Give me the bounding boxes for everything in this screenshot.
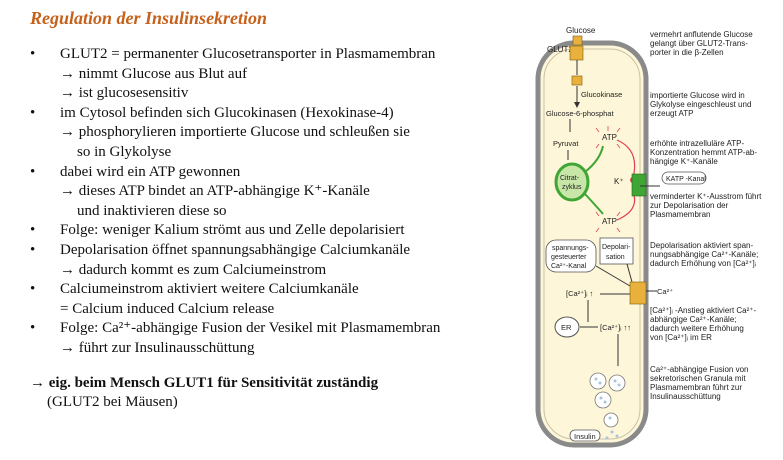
katp-channel [631,173,647,197]
bullet-dot: • [30,241,36,258]
bullet-line: → führt zur Insulinausschüttung [60,339,255,356]
conclusion: → eig. beim Mensch GLUT1 für Sensitivitä… [30,374,505,413]
pyruvat-label: Pyruvat [553,139,579,148]
bullet-dot: • [30,281,36,298]
note-line: gelangt über GLUT2-Trans- [650,39,748,48]
note-line: hängige K⁺-Kanäle [650,157,718,166]
note-line: vermehrt anflutende Glucose [650,30,753,39]
glucose-molecule [572,35,583,46]
bullet-dot: • [30,46,36,62]
ca-channel [629,281,647,305]
note-line: sekretorischen Granula mit [650,374,746,383]
atp-label-2: ATP [602,217,617,226]
page-title: Regulation der Insulinsekretion [30,8,268,28]
bullet-dot: • [30,222,36,239]
ca-inside-label-2: [Ca²⁺]ᵢ ↑↑ [600,323,631,332]
note-line: porter in die β-Zellen [650,48,724,57]
g6p-label: Glucose-6-phosphat [546,109,614,118]
ca-outside-label: Ca²⁺ [657,287,673,296]
note-line: von [Ca²⁺]ᵢ im ER [650,333,712,342]
bullet-line: → nimmt Glucose aus Blut auf [60,65,248,82]
note-line: erhöhte intrazelluläre ATP- [650,139,744,148]
spann-label-2: gesteuerter [551,254,587,261]
er-organelle [554,316,580,338]
bullet-item: • im Cytosol befinden sich Glucokinasen (… [30,104,505,163]
depolarisation-box [599,237,634,265]
depol-label-2: sation [606,254,625,261]
atp-label-1: ATP [602,133,617,142]
vesicle [608,374,626,392]
bullet-line: so in Glykolyse [77,143,172,160]
ca-channel-label-box [545,239,597,273]
note-line: [Ca²⁺]ᵢ -Anstieg aktiviert Ca²⁺- [650,306,757,315]
note-line: Konzentration hemmt ATP-ab- [650,148,757,157]
spann-label-1: spannungs- [552,245,589,252]
citrat-label-2: zyklus [562,184,582,191]
spann-label-3: Ca²⁺-Kanal [551,263,587,270]
bullet-item: • Depolarisation öffnet spannungsabhängig… [30,241,505,280]
note-line: zur Depolarisation der [650,201,729,210]
glucokinase-label: Glucokinase [581,90,622,99]
bullet-line: Folge: weniger Kalium strömt aus und Zel… [60,222,405,239]
conclusion-strong: → eig. beim Mensch GLUT1 für Sensitivitä… [30,374,379,391]
bullet-line: → ist glucosesensitiv [60,85,189,102]
note-line: Depolarisation aktiviert span- [650,241,753,250]
note-line: dadurch weitere Erhöhung [650,324,744,333]
note-line: erzeugt ATP [650,109,693,118]
vesicle [589,372,607,390]
glucose-inside [571,75,583,86]
note-line: nungsabhängige Ca²⁺-Kanäle; [650,250,758,259]
bullet-line: Folge: Ca²⁺-abhängige Fusion der Vesikel… [60,320,441,337]
bullet-line: GLUT2 = permanenter Glucosetransporter i… [60,46,436,62]
conclusion-sub: (GLUT2 bei Mäusen) [47,394,178,411]
note-line: Plasmamembran [650,210,710,219]
bullet-line: → dieses ATP bindet an ATP-abhängige K⁺-… [60,183,370,200]
vesicle [603,412,619,428]
insulin-label: Insulin [574,432,596,441]
bullet-item: • dabei wird ein ATP gewonnen → dieses ATP… [30,163,505,222]
note-line: verminderter K⁺-Ausstrom führt [650,192,762,201]
glut2-transporter [569,45,584,61]
bullet-line: im Cytosol befinden sich Glucokinasen (H… [60,104,394,121]
citrate-cycle [554,162,590,202]
bullet-dot: • [30,163,36,180]
insulin-label-box [569,429,601,442]
bullet-line: Depolarisation öffnet spannungsabhängige… [60,241,411,258]
bullet-item: • Calciumeinstrom aktiviert weitere Calci… [30,280,505,319]
note-line: dadurch Erhöhung von [Ca²⁺]ᵢ [650,259,756,268]
bullet-line: Calciumeinstrom aktiviert weitere Calciu… [60,281,359,298]
bullet-line: = Calcium induced Calcium release [60,300,275,317]
note-line: abhängige Ca²⁺-Kanäle; [650,315,737,324]
glut2-label: GLUT2 [547,45,573,54]
bullet-item: • Folge: weniger Kalium strömt aus und Ze… [30,221,505,241]
bullet-line: und inaktivieren diese so [77,202,227,219]
er-label: ER [561,323,572,332]
note-line: Insulinausschüttung [650,392,721,401]
glucose-label: Glucose [566,26,596,35]
note-line: Ca²⁺-abhängige Fusion von [650,365,749,374]
citrat-label-1: Citrat- [560,175,580,182]
note-line: Plasmamembran führt zur [650,383,742,392]
bullet-line: → phosphorylieren importierte Glucose un… [60,124,410,141]
bullet-list: • GLUT2 = permanenter Glucosetransporter … [30,45,505,413]
depol-label-1: Depolari- [602,244,631,251]
vesicle [594,391,612,409]
bullet-line: dabei wird ein ATP gewonnen [60,163,241,180]
note-line: importierte Glucose wird in [650,91,745,100]
bullet-line: → dadurch kommt es zum Calciumeinstrom [60,261,327,278]
bullet-dot: • [30,320,36,337]
note-line: Glykolyse eingeschleust und [650,100,751,109]
katp-label-box [661,171,707,185]
katp-label: KATP -Kanal [666,176,706,183]
bullet-item: • Folge: Ca²⁺-abhängige Fusion der Vesike… [30,319,505,358]
bullet-item: • GLUT2 = permanenter Glucosetransporter … [30,45,505,104]
ca-inside-label-1: [Ca²⁺]ᵢ ↑ [566,289,593,298]
kplus-label: K⁺ [614,177,624,186]
bullet-dot: • [30,104,36,121]
